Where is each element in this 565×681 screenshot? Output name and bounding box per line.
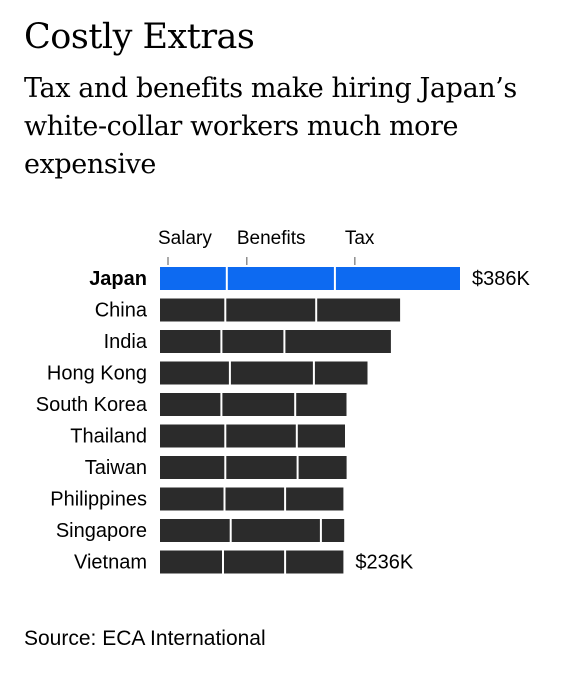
bar-hong-kong-salary: [160, 361, 230, 385]
bar-india-benefits: [221, 330, 285, 353]
bar-china-tax: [316, 298, 401, 322]
total-labels: $386K $236K: [355, 268, 530, 574]
bar-vietnam-benefits: [223, 550, 286, 574]
bar-japan-benefits: [226, 267, 335, 290]
bar-philippines-tax: [285, 487, 344, 511]
bar-china-benefits: [225, 298, 317, 322]
bar-japan-tax: [334, 267, 460, 290]
bar-taiwan-benefits: [225, 456, 298, 479]
bar-vietnam-salary: [160, 550, 223, 574]
bar-india-tax: [284, 330, 391, 353]
legend-label-tax: Tax: [345, 228, 375, 249]
bar-vietnam-tax: [285, 550, 344, 574]
category-label-thailand: Thailand: [70, 426, 147, 448]
bars: [160, 267, 460, 574]
category-label-vietnam: Vietnam: [74, 552, 147, 574]
bar-taiwan-salary: [160, 456, 226, 479]
bar-philippines-salary: [160, 487, 225, 511]
bar-singapore-tax: [320, 519, 345, 542]
bar-hong-kong-tax: [313, 361, 368, 385]
category-labels: Japan China India Hong Kong South Korea Thail…: [36, 268, 148, 574]
category-label-india: India: [104, 331, 148, 353]
bar-south-korea-tax: [295, 393, 347, 416]
source-note: Source: ECA International: [24, 627, 266, 650]
stacked-bar-chart: Salary Benefits Tax Japan China India Hong Ko…: [36, 228, 530, 574]
chart-title: Costly Extras: [24, 17, 255, 57]
legend-label-salary: Salary: [158, 228, 212, 249]
legend: Salary Benefits Tax: [158, 228, 375, 265]
bar-china-salary: [160, 298, 226, 322]
category-label-japan: Japan: [89, 268, 147, 290]
bar-taiwan-tax: [297, 456, 347, 479]
category-label-china: China: [95, 300, 148, 322]
bar-south-korea-benefits: [221, 393, 296, 416]
chart-subtitle: Tax and benefits make hiring Japan’s whi…: [24, 73, 517, 180]
bar-singapore-salary: [160, 519, 231, 542]
category-label-taiwan: Taiwan: [85, 457, 147, 479]
total-label-vietnam: $236K: [355, 552, 413, 574]
bar-india-salary: [160, 330, 222, 353]
category-label-hong-kong: Hong Kong: [47, 363, 147, 385]
bar-south-korea-salary: [160, 393, 222, 416]
bar-thailand-salary: [160, 424, 226, 448]
category-label-singapore: Singapore: [56, 520, 147, 542]
bar-hong-kong-benefits: [229, 361, 314, 385]
bar-thailand-tax: [296, 424, 345, 448]
bar-thailand-benefits: [225, 424, 297, 448]
bar-singapore-benefits: [230, 519, 321, 542]
legend-label-benefits: Benefits: [237, 228, 306, 249]
category-label-south-korea: South Korea: [36, 394, 148, 416]
bar-philippines-benefits: [224, 487, 286, 511]
bar-japan-salary: [160, 267, 227, 290]
category-label-philippines: Philippines: [50, 489, 147, 511]
total-label-japan: $386K: [472, 268, 530, 290]
